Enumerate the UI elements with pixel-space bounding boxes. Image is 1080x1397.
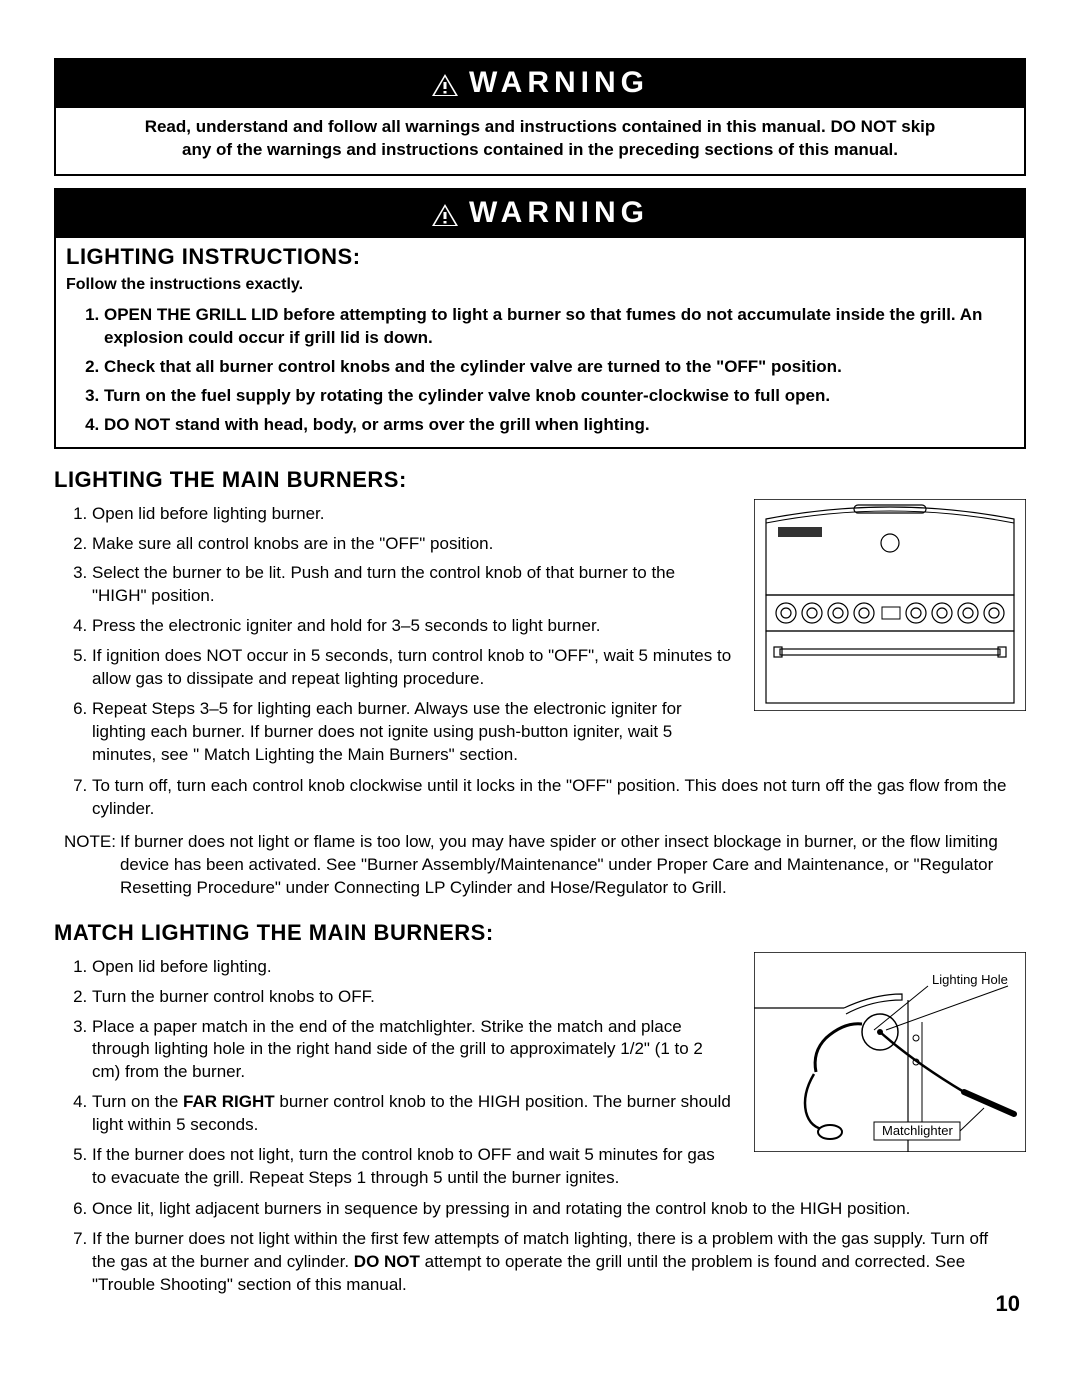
matchlighter-figure: Lighting Hole Matchlighter — [754, 952, 1026, 1152]
section2-list-cont: To turn off, turn each control knob cloc… — [54, 775, 1026, 821]
section3-item: Once lit, light adjacent burners in sequ… — [92, 1198, 1016, 1221]
section1-item: OPEN THE GRILL LID before attempting to … — [104, 304, 1014, 350]
section3-list: Open lid before lighting. Turn the burne… — [54, 956, 742, 1190]
page-number: 10 — [996, 1291, 1020, 1317]
section1-list: OPEN THE GRILL LID before attempting to … — [56, 304, 1024, 437]
section3-item: Open lid before lighting. — [92, 956, 732, 979]
section2-item: Repeat Steps 3–5 for lighting each burne… — [92, 698, 732, 767]
section1-item: Check that all burner control knobs and … — [104, 356, 1014, 379]
section3-list-cont: Once lit, light adjacent burners in sequ… — [54, 1198, 1026, 1297]
warning-box-2: WARNING LIGHTING INSTRUCTIONS: Follow th… — [54, 188, 1026, 449]
warning-1-line2: any of the warnings and instructions con… — [182, 140, 898, 159]
grill-front-figure — [754, 499, 1026, 711]
section2-item: Open lid before lighting burner. — [92, 503, 732, 526]
warning-box-1: WARNING Read, understand and follow all … — [54, 58, 1026, 176]
section3-item: If the burner does not light, turn the c… — [92, 1144, 732, 1190]
section1-heading: LIGHTING INSTRUCTIONS: — [56, 238, 1024, 276]
section1-item: Turn on the fuel supply by rotating the … — [104, 385, 1014, 408]
section2-item: Make sure all control knobs are in the "… — [92, 533, 732, 556]
section3-row: Open lid before lighting. Turn the burne… — [54, 952, 1026, 1200]
section2-heading: LIGHTING THE MAIN BURNERS: — [54, 461, 1026, 499]
note-text: If burner does not light or flame is too… — [120, 831, 1016, 900]
warning-label: WARNING — [469, 196, 649, 230]
warning-bar-1: WARNING — [56, 60, 1024, 108]
section1-subtext: Follow the instructions exactly. — [56, 276, 1024, 300]
warning-label: WARNING — [469, 66, 649, 100]
note-label: NOTE: — [64, 831, 116, 900]
section2-item: Press the electronic igniter and hold fo… — [92, 615, 732, 638]
section2-row: Open lid before lighting burner. Make su… — [54, 499, 1026, 777]
section3-item: Turn on the FAR RIGHT burner control kno… — [92, 1091, 732, 1137]
matchlighter-label: Matchlighter — [882, 1123, 953, 1138]
warning-triangle-icon — [431, 201, 459, 225]
section3-item: If the burner does not light within the … — [92, 1228, 1016, 1297]
section3-item: Place a paper match in the end of the ma… — [92, 1016, 732, 1085]
section2-item: To turn off, turn each control knob cloc… — [92, 775, 1016, 821]
section2-note: NOTE: If burner does not light or flame … — [54, 831, 1026, 908]
section3-heading: MATCH LIGHTING THE MAIN BURNERS: — [54, 914, 1026, 952]
warning-bar-2: WARNING — [56, 190, 1024, 238]
manual-page: WARNING Read, understand and follow all … — [0, 0, 1080, 1347]
warning-triangle-icon — [431, 71, 459, 95]
section2-item: If ignition does NOT occur in 5 seconds,… — [92, 645, 732, 691]
lighting-hole-label: Lighting Hole — [932, 972, 1008, 987]
warning-1-line1: Read, understand and follow all warnings… — [145, 117, 936, 136]
section3-item: Turn the burner control knobs to OFF. — [92, 986, 732, 1009]
section2-item: Select the burner to be lit. Push and tu… — [92, 562, 732, 608]
warning-1-text: Read, understand and follow all warnings… — [56, 108, 1024, 174]
section2-list: Open lid before lighting burner. Make su… — [54, 503, 742, 767]
section1-item: DO NOT stand with head, body, or arms ov… — [104, 414, 1014, 437]
